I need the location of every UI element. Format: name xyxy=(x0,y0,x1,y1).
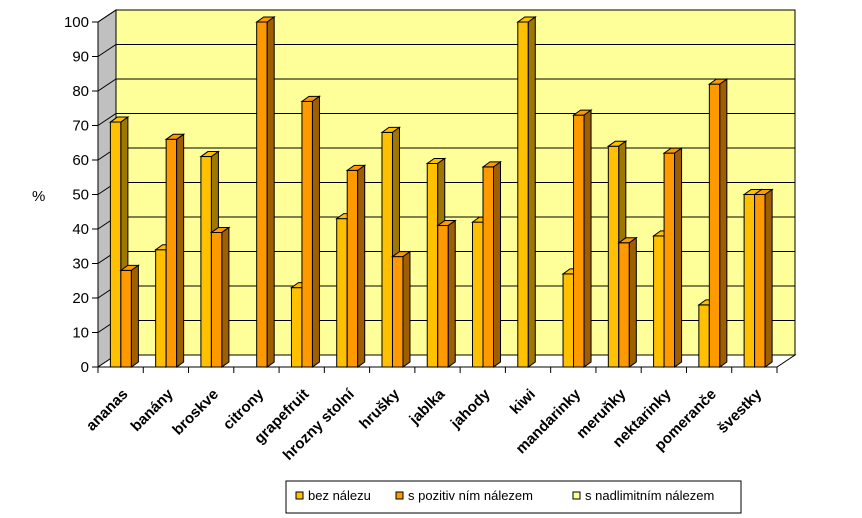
x-tick-label: jablka xyxy=(406,385,449,428)
y-tick-label: 30 xyxy=(72,256,89,273)
legend-label: s pozitiv ním nálezem xyxy=(408,488,533,503)
y-tick-label: 60 xyxy=(72,152,89,169)
gridline xyxy=(97,9,795,23)
legend-box xyxy=(285,480,742,514)
gridline xyxy=(97,113,795,126)
legend-item: s pozitiv ním nálezem xyxy=(395,488,533,503)
y-axis-label: % xyxy=(32,188,45,205)
y-tick-label: 10 xyxy=(72,325,89,342)
y-tick-label: 40 xyxy=(72,221,89,238)
bar xyxy=(617,236,638,368)
y-tick-label: 100 xyxy=(64,14,89,31)
x-tick-labels: ananasbanánybroskvecitronygrapefruithroz… xyxy=(83,385,766,464)
legend: bez nálezu s pozitiv ním nálezem s nadlimi… xyxy=(285,480,742,514)
bar xyxy=(481,160,503,368)
y-tick-labels: 0 10 20 30 40 50 60 70 80 90 100 xyxy=(64,14,89,376)
legend-item: bez nálezu xyxy=(295,488,371,503)
x-tick-label: jahody xyxy=(447,385,494,432)
gridline xyxy=(97,78,795,92)
x-tick-label: švestky xyxy=(714,385,765,436)
axes xyxy=(92,21,778,373)
y-tick-label: 20 xyxy=(72,290,89,307)
x-tick-label: kiwi xyxy=(507,386,539,418)
gridline xyxy=(97,44,795,57)
legend-item: s nadlimitním nálezem xyxy=(572,488,714,503)
bar xyxy=(345,164,367,368)
bar xyxy=(516,16,537,368)
bar xyxy=(571,109,593,368)
legend-swatch xyxy=(395,491,404,500)
x-tick-label: ananas xyxy=(83,386,132,435)
bar xyxy=(436,219,457,368)
legend-swatch xyxy=(295,491,304,500)
bar xyxy=(753,188,774,368)
bar xyxy=(255,16,276,368)
legend-label: s nadlimitním nálezem xyxy=(585,488,714,503)
bar xyxy=(390,250,412,368)
legend-label: bez nálezu xyxy=(308,488,371,503)
bar xyxy=(662,147,684,368)
legend-swatch xyxy=(572,491,581,500)
bar xyxy=(119,264,140,368)
bar xyxy=(300,95,322,368)
y-tick-label: 70 xyxy=(72,118,89,135)
bar xyxy=(209,226,231,368)
bar xyxy=(164,133,186,368)
y-tick-label: 0 xyxy=(81,359,89,376)
bars xyxy=(108,16,774,368)
y-tick-label: 90 xyxy=(72,49,89,66)
x-tick-label: hrušky xyxy=(356,385,403,432)
y-tick-label: 80 xyxy=(72,83,89,100)
y-tick-label: 50 xyxy=(72,187,89,204)
x-tick-label: broskve xyxy=(169,386,222,439)
bar xyxy=(707,78,729,368)
